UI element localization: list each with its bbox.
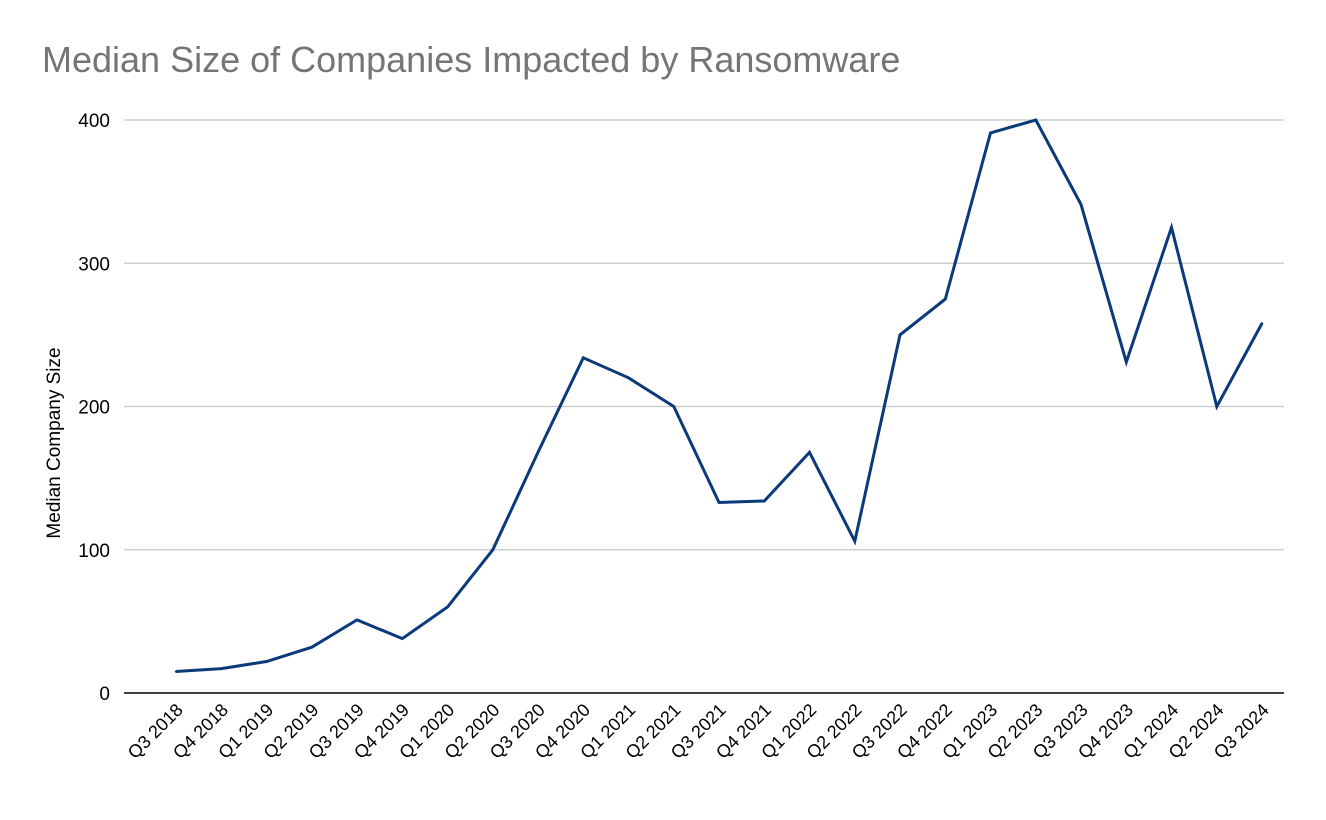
data-point — [174, 670, 178, 673]
data-point — [582, 356, 585, 359]
data-point — [898, 333, 902, 337]
y-tick-label: 300 — [78, 254, 110, 275]
data-point — [310, 645, 313, 649]
data-point — [265, 660, 268, 663]
series-layer — [174, 118, 1264, 673]
y-tick-label: 100 — [78, 541, 110, 562]
data-point — [1125, 360, 1128, 364]
y-axis-label: Median Company Size — [44, 347, 65, 538]
data-point — [672, 405, 675, 408]
data-point — [1034, 118, 1037, 122]
data-point — [536, 451, 540, 454]
data-point — [763, 499, 766, 503]
y-tick-label: 200 — [78, 398, 110, 419]
data-point — [1170, 226, 1173, 229]
chart-title: Median Size of Companies Impacted by Ran… — [42, 39, 900, 80]
data-point — [944, 297, 947, 301]
series-line — [175, 118, 1264, 673]
data-point — [808, 451, 811, 454]
data-point — [1079, 203, 1083, 206]
data-point — [355, 618, 359, 622]
y-tick-label: 0 — [99, 684, 110, 705]
gridlines — [124, 119, 1284, 694]
data-point — [853, 539, 856, 543]
data-point — [1260, 322, 1264, 325]
data-point — [717, 501, 721, 504]
data-point — [220, 667, 223, 670]
y-tick-label: 400 — [78, 111, 110, 132]
data-point — [401, 637, 404, 640]
data-point — [446, 605, 449, 609]
data-point — [627, 376, 630, 380]
data-point — [989, 131, 992, 135]
y-axis-ticks: 0 100 200 300 400 — [78, 111, 110, 705]
data-point — [491, 548, 494, 551]
data-point — [1215, 405, 1218, 408]
